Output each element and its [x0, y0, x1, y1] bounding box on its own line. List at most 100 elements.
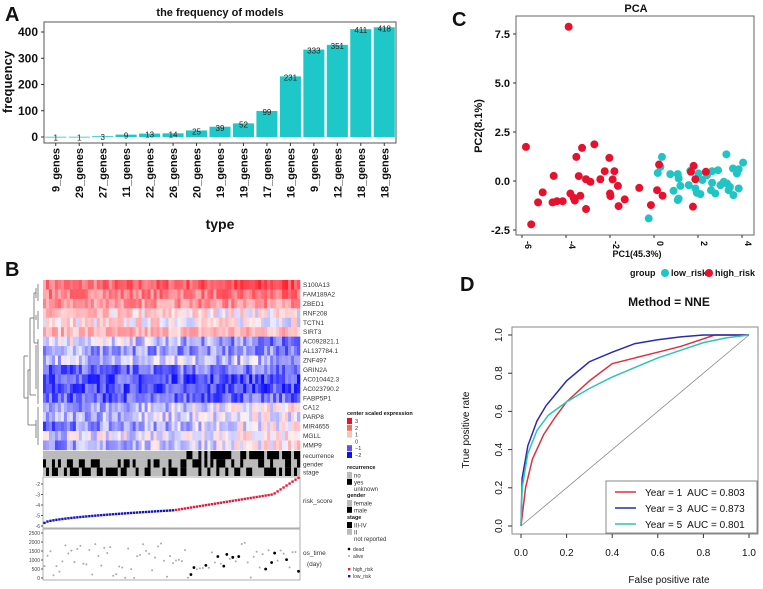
x-tick-label: 0.8 — [696, 548, 710, 559]
gender-annotation-cell — [99, 459, 104, 468]
heatmap-cell — [288, 280, 292, 290]
heatmap-cell — [138, 336, 142, 347]
heatmap-cell — [159, 289, 163, 300]
heatmap-cell — [43, 383, 47, 394]
heatmap-cell — [183, 412, 187, 422]
heatmap-cell — [57, 317, 62, 328]
heatmap-cell — [153, 393, 157, 404]
heatmap-cell — [174, 440, 178, 451]
heatmap-cell — [144, 440, 148, 451]
heatmap-cell — [177, 431, 181, 441]
heatmap-cell — [168, 393, 172, 404]
heatmap-cell — [81, 412, 86, 422]
heatmap-cell — [102, 298, 107, 309]
heatmap-cell — [63, 383, 68, 394]
heatmap-cell — [45, 421, 50, 432]
legend-color-swatch — [347, 431, 352, 438]
heatmap-cell — [189, 280, 193, 290]
risk-score-point — [141, 510, 145, 514]
heatmap-cell — [264, 421, 268, 432]
risk-score-point — [138, 511, 142, 514]
heatmap-cell — [294, 355, 298, 366]
heatmap-cell — [132, 336, 136, 347]
heatmap-cell — [147, 289, 151, 300]
heatmap-cell — [57, 298, 62, 309]
y-tick-label: 0.6 — [494, 404, 505, 418]
heatmap-cell — [207, 317, 211, 328]
heatmap-cell — [171, 308, 175, 319]
heatmap-cell — [60, 364, 65, 375]
heatmap-cell — [189, 308, 193, 319]
heatmap-cell — [222, 431, 226, 441]
heatmap-cell — [57, 440, 62, 451]
recurrence-annotation-cell — [105, 451, 110, 460]
heatmap-cell — [132, 346, 136, 356]
legend-color-swatch — [347, 445, 352, 452]
y-tick-label: 0.4 — [494, 442, 505, 456]
heatmap-cell — [201, 327, 205, 337]
heatmap-cell — [129, 412, 133, 422]
heatmap-cell — [99, 346, 104, 356]
heatmap-cell — [114, 431, 119, 441]
recurrence-annotation-cell — [150, 451, 154, 460]
heatmap-cell — [105, 336, 110, 347]
high_risk-point — [586, 177, 595, 186]
heatmap-cell — [102, 374, 107, 385]
recurrence-annotation-cell — [156, 451, 160, 460]
heatmap-cell — [267, 298, 271, 309]
recurrence-annotation-cell — [252, 451, 256, 460]
heatmap-cell — [43, 298, 47, 309]
heatmap-cell — [282, 289, 286, 300]
heatmap-cell — [69, 346, 74, 356]
heatmap-cell — [48, 355, 53, 366]
x-tick-label: 19_genes — [238, 148, 250, 198]
heatmap-cell — [99, 421, 104, 432]
heatmap-cell — [129, 440, 133, 451]
risk-score-point — [100, 513, 103, 517]
heatmap-cell — [285, 280, 289, 290]
gender-annotation-cell — [267, 459, 271, 468]
heatmap-cell — [90, 383, 95, 394]
heatmap-cell — [192, 280, 196, 290]
gender-annotation-cell — [180, 459, 184, 468]
heatmap-cell — [135, 280, 139, 290]
legend-low-risk-key — [348, 575, 351, 578]
heatmap-cell — [204, 308, 208, 319]
heatmap-cell — [72, 440, 77, 451]
data-label: 9 — [124, 132, 129, 141]
heatmap-cell — [249, 421, 253, 432]
alive-point — [85, 563, 88, 566]
alive-point — [118, 565, 121, 568]
heatmap-cell — [132, 364, 136, 375]
data-label: 1 — [54, 134, 59, 143]
gene-label: PARP8 — [303, 414, 324, 421]
heatmap-cell — [153, 317, 157, 328]
heatmap-cell — [177, 346, 181, 356]
recurrence-annotation-cell — [261, 451, 265, 460]
heatmap-cell — [147, 440, 151, 451]
heatmap-cell — [177, 440, 181, 451]
high_risk-point — [606, 192, 615, 201]
heatmap-cell — [144, 421, 148, 432]
heatmap-cell — [297, 308, 301, 319]
heatmap-cell — [225, 280, 229, 290]
recurrence-annotation-cell — [60, 451, 65, 460]
risk-score-point — [243, 497, 246, 501]
heatmap-cell — [105, 346, 110, 356]
gender-annotation-cell — [72, 459, 77, 468]
data-label: 3 — [100, 133, 105, 142]
heatmap-cell — [132, 383, 136, 394]
heatmap-cell — [279, 364, 283, 375]
heatmap-cell — [279, 355, 283, 366]
heatmap-cell — [237, 431, 241, 441]
heatmap-cell — [45, 364, 50, 375]
heatmap-cell — [60, 383, 65, 394]
heatmap-cell — [51, 308, 56, 319]
heatmap-cell — [282, 393, 286, 404]
heatmap-cell — [213, 317, 217, 328]
heatmap-cell — [243, 440, 247, 451]
heatmap-cell — [96, 308, 101, 319]
heatmap-cell — [207, 336, 211, 347]
heatmap-cell — [216, 431, 220, 441]
heatmap-cell — [165, 336, 169, 347]
